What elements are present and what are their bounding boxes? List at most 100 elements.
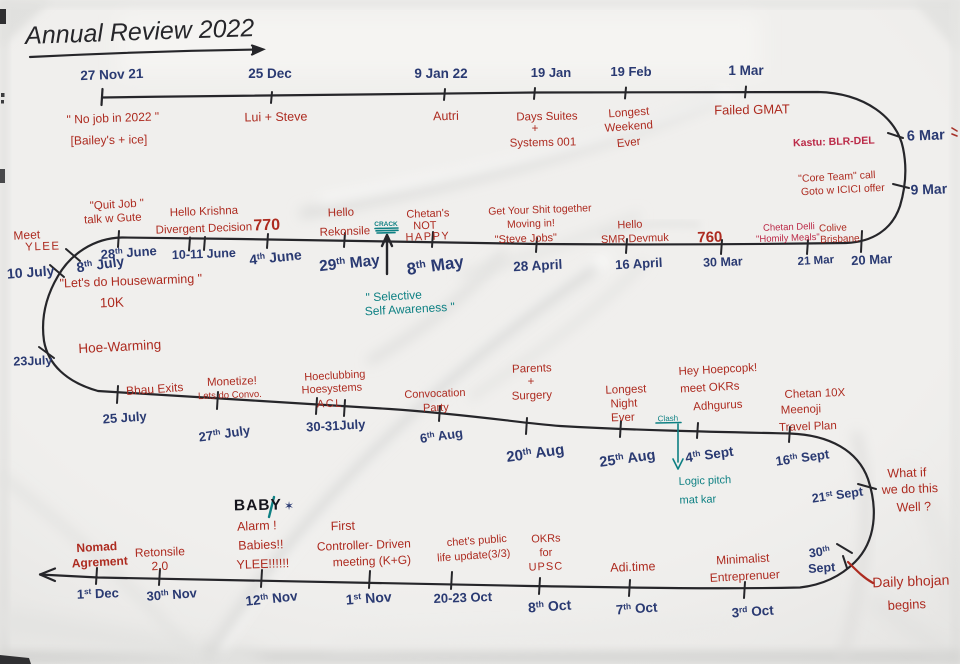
- svg-text:YLEE!!!!!!: YLEE!!!!!!: [236, 556, 289, 572]
- svg-text:1st​ Nov: 1st​ Nov: [345, 588, 392, 607]
- svg-text:Hoesystems: Hoesystems: [301, 381, 363, 396]
- svg-text:Monetize!: Monetize!: [207, 375, 257, 389]
- svg-text:SMR Devmuk: SMR Devmuk: [601, 232, 670, 246]
- svg-text:"Let's do Housewarming ": "Let's do Housewarming ": [59, 272, 202, 291]
- svg-text:for: for: [539, 547, 553, 559]
- svg-text:✶: ✶: [284, 499, 294, 513]
- svg-text:7th​ Oct: 7th​ Oct: [615, 599, 658, 617]
- svg-text:Adi.time: Adi.time: [610, 559, 656, 575]
- svg-text:meet OKRs: meet OKRs: [680, 380, 740, 395]
- svg-text:Alarm !: Alarm !: [237, 518, 277, 533]
- svg-text:Sept: Sept: [808, 560, 837, 576]
- svg-text:Lets do Convo.: Lets do Convo.: [198, 389, 262, 402]
- svg-text:6 Mar: 6 Mar: [907, 127, 946, 144]
- svg-text:Self Awareness ": Self Awareness ": [364, 300, 455, 319]
- svg-text:HAPPY: HAPPY: [405, 230, 450, 244]
- svg-text:9 Jan 22: 9 Jan 22: [414, 66, 467, 81]
- svg-text:talk w Gute: talk w Gute: [84, 212, 142, 227]
- svg-text:19 Feb: 19 Feb: [610, 64, 651, 79]
- svg-text:Ever: Ever: [616, 136, 641, 150]
- svg-text:"Homily Meals": "Homily Meals": [756, 232, 820, 245]
- svg-text:Rekonsile: Rekonsile: [319, 225, 370, 239]
- svg-text:mat kar: mat kar: [679, 493, 716, 506]
- svg-text:20-23 Oct: 20-23 Oct: [433, 589, 493, 606]
- svg-text:Travel Plan: Travel Plan: [779, 420, 837, 434]
- svg-text:Daily bhojan: Daily bhojan: [872, 572, 950, 591]
- svg-text:Hello Krishna: Hello Krishna: [170, 205, 239, 219]
- svg-text:Chetan's: Chetan's: [406, 207, 450, 221]
- svg-text:Meet: Meet: [13, 227, 41, 242]
- svg-text:Minimalist: Minimalist: [716, 551, 771, 568]
- svg-text:Night: Night: [610, 398, 638, 411]
- svg-text:12th​ Nov: 12th​ Nov: [245, 588, 299, 609]
- svg-text:+: +: [532, 123, 539, 135]
- svg-text:we do this: we do this: [880, 481, 938, 497]
- svg-text:Hey Hoepcopk!: Hey Hoepcopk!: [678, 362, 757, 378]
- svg-text:Kastu: BLR-DEL: Kastu: BLR-DEL: [793, 135, 876, 150]
- svg-text:NOT: NOT: [413, 220, 437, 233]
- svg-text:Parents: Parents: [512, 362, 552, 375]
- svg-text:30 Mar: 30 Mar: [703, 254, 743, 269]
- svg-text:10 July: 10 July: [6, 262, 55, 281]
- svg-text:Nomad: Nomad: [76, 539, 117, 555]
- svg-text:29th​ May: 29th​ May: [318, 252, 381, 275]
- svg-text:meeting (K+G): meeting (K+G): [332, 553, 411, 570]
- svg-text:8th​ Oct: 8th​ Oct: [528, 597, 573, 616]
- svg-text:+: +: [528, 376, 535, 388]
- svg-text:Goto w ICICI offer: Goto w ICICI offer: [801, 182, 886, 198]
- svg-text:28th​ June: 28th​ June: [100, 243, 157, 262]
- svg-text:Entreprenuer: Entreprenuer: [709, 567, 780, 585]
- svg-text:[Bailey's + ice]: [Bailey's + ice]: [70, 132, 147, 147]
- svg-text:Get Your Shit together: Get Your Shit together: [488, 202, 592, 218]
- svg-text:28 April: 28 April: [513, 257, 563, 275]
- svg-text:20 Mar: 20 Mar: [851, 251, 893, 268]
- svg-text:Days Suites: Days Suites: [516, 110, 578, 123]
- svg-text:"Core Team" call: "Core Team" call: [798, 169, 876, 185]
- svg-text:Systems 001: Systems 001: [510, 136, 577, 149]
- svg-text:"Steve Jobs": "Steve Jobs": [495, 232, 558, 246]
- svg-text:Ever: Ever: [611, 412, 635, 425]
- svg-text:Logic pitch: Logic pitch: [678, 474, 731, 488]
- svg-text:Hoe-Warming: Hoe-Warming: [78, 337, 161, 356]
- svg-text:Brisbane: Brisbane: [820, 233, 860, 245]
- svg-text:" No job in 2022 ": " No job in 2022 ": [66, 109, 159, 126]
- svg-text:begins: begins: [887, 596, 927, 613]
- svg-text:16 April: 16 April: [615, 255, 663, 272]
- svg-text:Hello: Hello: [617, 219, 642, 232]
- svg-text:Agrement: Agrement: [71, 554, 128, 571]
- svg-text:chet's public: chet's public: [446, 533, 507, 549]
- svg-text:30th​ Nov: 30th​ Nov: [146, 585, 198, 604]
- svg-text:Failed GMAT: Failed GMAT: [714, 101, 790, 117]
- svg-text:25 Dec: 25 Dec: [248, 66, 292, 81]
- svg-text:Surgery: Surgery: [512, 389, 553, 402]
- svg-text:9 Mar: 9 Mar: [910, 180, 948, 197]
- svg-text:Party: Party: [423, 402, 450, 415]
- svg-text:Weekend: Weekend: [604, 119, 653, 134]
- svg-text:Chetan 10X: Chetan 10X: [784, 387, 845, 401]
- svg-text:10K: 10K: [100, 295, 125, 311]
- svg-text:19 Jan: 19 Jan: [531, 65, 572, 80]
- svg-text:770: 770: [253, 217, 280, 235]
- svg-text:25 July: 25 July: [102, 408, 148, 426]
- svg-text:Colive: Colive: [819, 223, 848, 235]
- svg-text:Controller- Driven: Controller- Driven: [317, 536, 411, 553]
- svg-text:Longest: Longest: [608, 106, 650, 121]
- svg-text:27 Nov 21: 27 Nov 21: [80, 66, 144, 83]
- svg-text:YLEE: YLEE: [25, 240, 61, 253]
- svg-text:Moving in!: Moving in!: [507, 217, 555, 231]
- svg-text:Meenoji: Meenoji: [781, 403, 822, 416]
- svg-text:Convocation: Convocation: [404, 387, 466, 401]
- svg-text:21 Mar: 21 Mar: [797, 254, 835, 268]
- svg-text:1st​ Dec: 1st​ Dec: [77, 585, 119, 601]
- svg-text:Lui + Steve: Lui + Steve: [244, 109, 307, 124]
- svg-text:Adhgurus: Adhgurus: [693, 399, 743, 414]
- svg-text:Well ?: Well ?: [896, 499, 931, 514]
- svg-text:" Selective: " Selective: [365, 288, 422, 305]
- svg-text:23July: 23July: [13, 353, 52, 368]
- svg-text:10-11 June: 10-11 June: [172, 246, 236, 262]
- svg-text:Retonsile: Retonsile: [135, 544, 186, 560]
- svg-text:30-31July: 30-31July: [306, 416, 367, 434]
- svg-text:3rd​ Oct: 3rd​ Oct: [731, 602, 775, 620]
- svg-text:760: 760: [697, 229, 723, 247]
- svg-text:"Quit Job ": "Quit Job ": [89, 198, 144, 213]
